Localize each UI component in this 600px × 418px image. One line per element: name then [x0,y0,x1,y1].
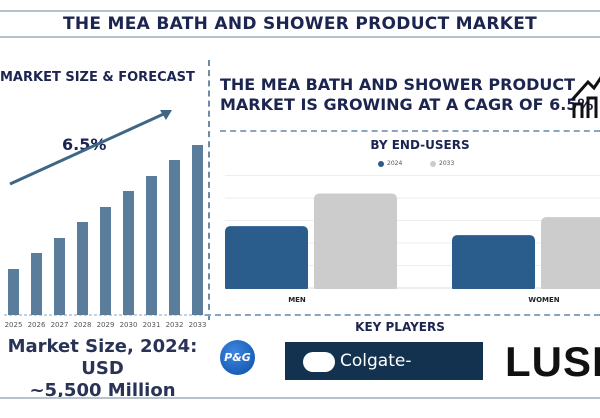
bar-2032 [169,160,180,315]
legend-label: 2024 [387,160,403,167]
divider [220,130,600,132]
bar-men-2033 [314,193,397,292]
lush-logo: LUSH [505,338,600,385]
page-title: THE MEA BATH AND SHOWER PRODUCT MARKET [0,10,600,38]
headline-line1: THE MEA BATH AND SHOWER PRODUCT [220,75,576,94]
house-chart-icon [570,76,600,118]
bar-2028 [77,222,88,315]
end-users-title: BY END-USERS [370,138,470,152]
bar-2027 [54,238,65,315]
bar-women-2033 [541,217,600,292]
legend-label: 2033 [439,160,455,167]
legend-swatch [430,160,436,167]
category-label: MEN [288,296,306,304]
market-size-line1: Market Size, 2024: USD [7,336,198,379]
tick-label: 2030 [120,321,138,329]
headline-line2: MARKET IS GROWING AT A CAGR OF 6.5% [220,95,594,114]
legend-2024: 2024 [378,160,402,167]
tick-label: 2025 [5,321,23,329]
divider [205,314,600,316]
bar-2031 [146,176,157,315]
bar-2025 [8,269,19,315]
tick-label: 2033 [189,321,207,329]
bar-2033 [192,145,203,315]
tick-label: 2032 [166,321,184,329]
forecast-chart: 2025 2026 2027 2028 2029 2030 2031 2032 2033 [4,110,210,329]
tick-label: 2028 [74,321,92,329]
key-players-heading: KEY PLAYERS [355,320,445,334]
bar-2029 [100,207,111,315]
colgate-icon [303,352,335,372]
bar-2026 [31,253,42,315]
bar-men-2024 [225,226,308,292]
divider [208,60,210,320]
arrow-head [160,110,172,120]
bar-women-2024 [452,235,535,292]
growth-arrow [9,110,169,186]
cagr-headline: THE MEA BATH AND SHOWER PRODUCT MARKET I… [220,75,593,115]
tick-label: 2031 [143,321,161,329]
tick-label: 2029 [97,321,115,329]
market-size-text: Market Size, 2024: USD ~5,500 Million [0,336,205,402]
category-label: WOMEN [528,296,559,304]
cagr-annotation: 6.5% [62,135,107,154]
tick-label: 2027 [51,321,69,329]
market-size-line2: ~5,500 Million [29,380,176,401]
end-users-chart: MEN WOMEN [210,175,600,310]
tick-label: 2026 [28,321,46,329]
axis-mask [210,289,600,310]
bar-2030 [123,191,134,315]
forecast-heading: MARKET SIZE & FORECAST [0,70,195,85]
bottom-border [0,397,600,399]
colgate-palmolive-logo: Colgate-Palmolive [285,342,483,409]
legend-swatch [378,160,384,167]
legend-2033: 2033 [430,160,454,167]
pg-logo: P&G [220,340,255,375]
